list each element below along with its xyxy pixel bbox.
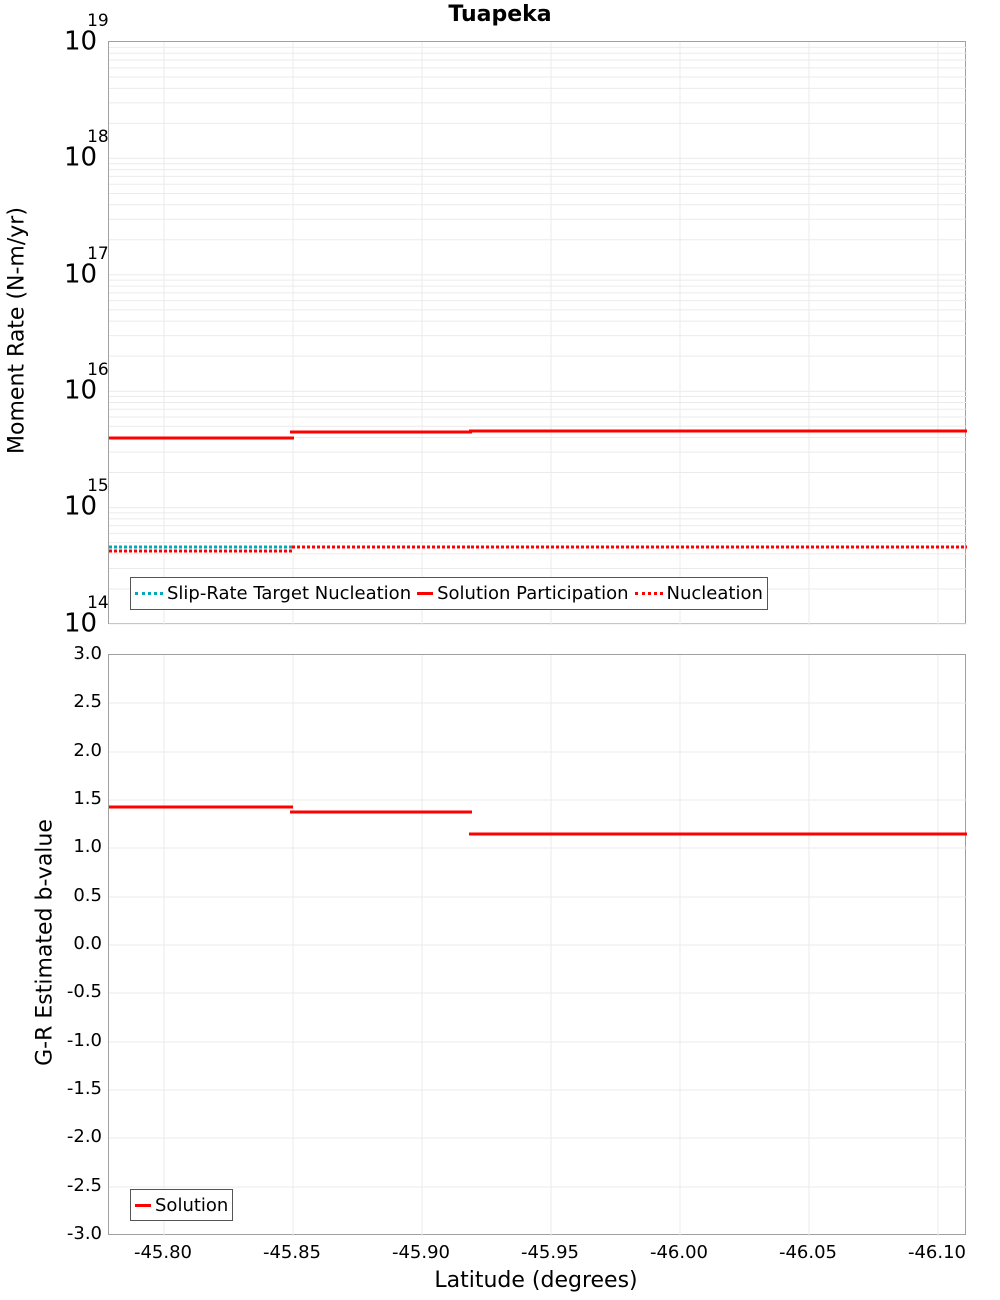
bottom-ytick: 0.5	[73, 885, 102, 906]
bottom-ytick: -1.0	[66, 1030, 102, 1051]
bottom-y-axis-label: G-R Estimated b-value	[32, 819, 58, 1066]
bottom-ytick: 0.0	[73, 933, 102, 954]
top-ytick-15: 1015	[64, 476, 109, 522]
legend-item-solution-participation: Solution Participation	[417, 583, 629, 604]
bottom-plot-svg	[109, 655, 967, 1236]
xtick: -46.05	[778, 1242, 838, 1263]
xtick: -45.80	[133, 1242, 193, 1263]
red-solid-line-icon	[135, 1203, 151, 1207]
top-ytick-14: 1014	[64, 593, 109, 639]
top-legend: Slip-Rate Target Nucleation Solution Par…	[130, 577, 768, 610]
bottom-ytick: 1.5	[73, 788, 102, 809]
bottom-ytick: 1.0	[73, 836, 102, 857]
xtick: -45.95	[520, 1242, 580, 1263]
top-ytick-18: 1018	[64, 127, 109, 173]
bottom-ytick: -3.0	[66, 1223, 102, 1244]
top-plot-svg	[109, 42, 967, 625]
bottom-plot-area: Solution	[108, 654, 967, 1236]
red-dotted-line-icon	[634, 592, 663, 595]
legend-item-solution: Solution	[135, 1195, 228, 1216]
top-plot-area: Slip-Rate Target Nucleation Solution Par…	[108, 41, 967, 625]
legend-item-nucleation: Nucleation	[634, 583, 763, 604]
bottom-grid	[109, 655, 967, 1236]
chart-title: Tuapeka	[448, 2, 552, 27]
bottom-ytick: 2.0	[73, 740, 102, 761]
top-ytick-16: 1016	[64, 360, 109, 406]
legend-item-target-nucleation: Slip-Rate Target Nucleation	[135, 583, 411, 604]
bottom-ytick: -2.5	[66, 1175, 102, 1196]
bottom-ytick: 3.0	[73, 643, 102, 664]
cyan-dotted-line-icon	[135, 592, 163, 595]
red-solid-line-icon	[417, 592, 434, 595]
bottom-ytick: 2.5	[73, 691, 102, 712]
bottom-legend: Solution	[130, 1189, 234, 1221]
bottom-ytick: -0.5	[66, 981, 102, 1002]
top-ytick-17: 1017	[64, 244, 109, 290]
top-y-axis-label: Moment Rate (N-m/yr)	[4, 207, 30, 454]
bottom-ytick: -1.5	[66, 1078, 102, 1099]
xtick: -45.85	[262, 1242, 322, 1263]
bottom-ytick: -2.0	[66, 1126, 102, 1147]
top-grid	[109, 42, 967, 625]
x-axis-label: Latitude (degrees)	[434, 1268, 638, 1293]
top-ytick-19: 1019	[64, 11, 109, 57]
xtick: -46.00	[649, 1242, 709, 1263]
xtick: -45.90	[391, 1242, 451, 1263]
xtick: -46.10	[907, 1242, 967, 1263]
